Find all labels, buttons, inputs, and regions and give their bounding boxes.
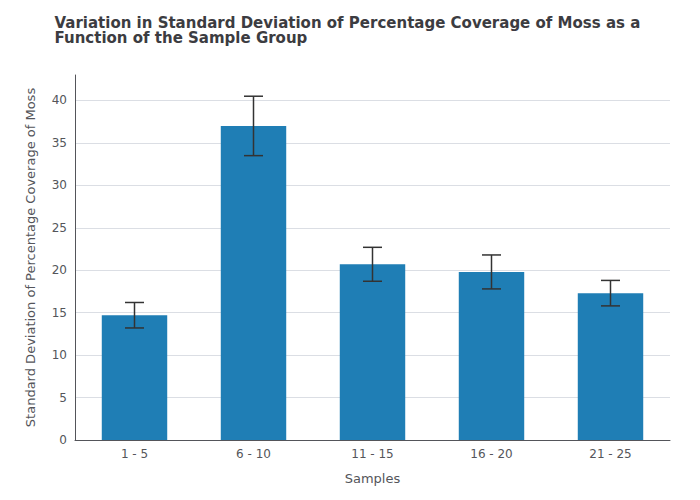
svg-text:Samples: Samples bbox=[345, 471, 401, 486]
svg-text:5: 5 bbox=[59, 391, 67, 405]
svg-text:25: 25 bbox=[52, 221, 67, 235]
svg-text:Function of the Sample Group: Function of the Sample Group bbox=[55, 29, 308, 47]
svg-text:16 - 20: 16 - 20 bbox=[470, 447, 513, 461]
svg-text:1 - 5: 1 - 5 bbox=[121, 447, 148, 461]
svg-text:10: 10 bbox=[52, 348, 67, 362]
svg-text:0: 0 bbox=[59, 433, 67, 447]
svg-text:30: 30 bbox=[52, 178, 67, 192]
svg-text:20: 20 bbox=[52, 263, 67, 277]
svg-text:21 - 25: 21 - 25 bbox=[589, 447, 632, 461]
svg-text:Standard Deviation of Percenta: Standard Deviation of Percentage Coverag… bbox=[23, 88, 38, 428]
svg-text:Variation in Standard Deviatio: Variation in Standard Deviation of Perce… bbox=[54, 13, 646, 32]
svg-text:15: 15 bbox=[52, 306, 67, 320]
svg-text:40: 40 bbox=[52, 93, 67, 107]
svg-text:35: 35 bbox=[52, 136, 67, 150]
svg-text:11 - 15: 11 - 15 bbox=[351, 447, 394, 461]
svg-text:6 - 10: 6 - 10 bbox=[236, 447, 271, 461]
